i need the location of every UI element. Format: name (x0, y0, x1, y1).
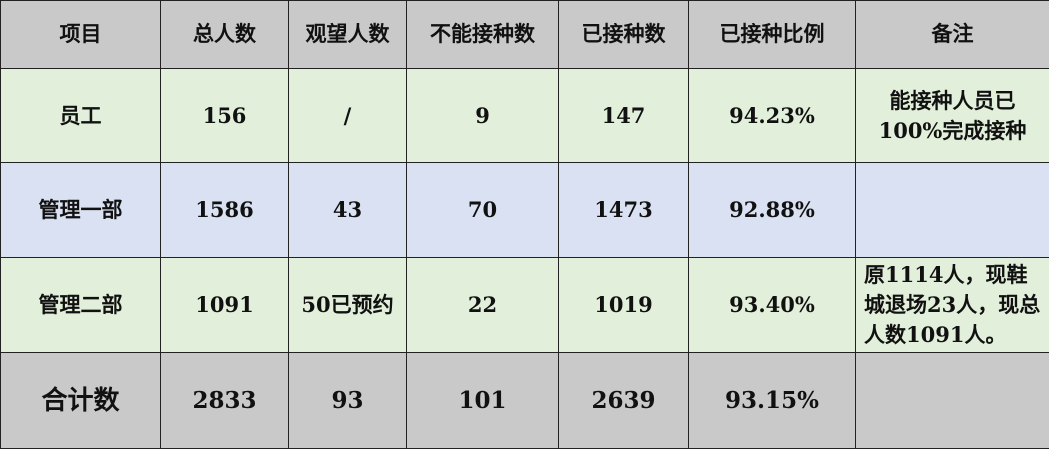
cell: 93.15% (688, 352, 856, 449)
cell: 员工 (0, 67, 161, 164)
header-cell: 不能接种数 (406, 0, 559, 69)
cell: 1091 (160, 257, 289, 354)
cell: 43 (288, 162, 407, 259)
note-cell: 能接种人员已100%完成接种 (855, 67, 1049, 164)
cell: 93 (288, 352, 407, 449)
header-cell: 观望人数 (288, 0, 407, 69)
note-cell (855, 162, 1049, 259)
header-cell: 总人数 (160, 0, 289, 69)
cell: 93.40% (688, 257, 856, 354)
cell: 147 (558, 67, 689, 164)
cell: 70 (406, 162, 559, 259)
cell: 1473 (558, 162, 689, 259)
cell: 156 (160, 67, 289, 164)
cell: 92.88% (688, 162, 856, 259)
cell: 9 (406, 67, 559, 164)
cell: 1019 (558, 257, 689, 354)
table-row: 员工 156 / 9 147 94.23% 能接种人员已100%完成接种 (0, 67, 1049, 164)
header-cell: 已接种比例 (688, 0, 856, 69)
cell: 2833 (160, 352, 289, 449)
header-cell: 项目 (0, 0, 161, 69)
header-cell: 备注 (855, 0, 1049, 69)
cell: 101 (406, 352, 559, 449)
table-row: 管理一部 1586 43 70 1473 92.88% (0, 162, 1049, 259)
note-cell (855, 352, 1049, 449)
total-row: 合计数 2833 93 101 2639 93.15% (0, 352, 1049, 449)
cell: 94.23% (688, 67, 856, 164)
cell: 2639 (558, 352, 689, 449)
cell: 1586 (160, 162, 289, 259)
note-cell: 原1114人，现鞋城退场23人，现总人数1091人。 (855, 257, 1049, 354)
cell: 50已预约 (288, 257, 407, 354)
cell: / (288, 67, 407, 164)
cell: 22 (406, 257, 559, 354)
cell: 管理一部 (0, 162, 161, 259)
cell: 管理二部 (0, 257, 161, 354)
header-cell: 已接种数 (558, 0, 689, 69)
cell: 合计数 (0, 352, 161, 449)
table-row: 管理二部 1091 50已预约 22 1019 93.40% 原1114人，现鞋… (0, 257, 1049, 354)
header-row: 项目 总人数 观望人数 不能接种数 已接种数 已接种比例 备注 (0, 0, 1049, 69)
